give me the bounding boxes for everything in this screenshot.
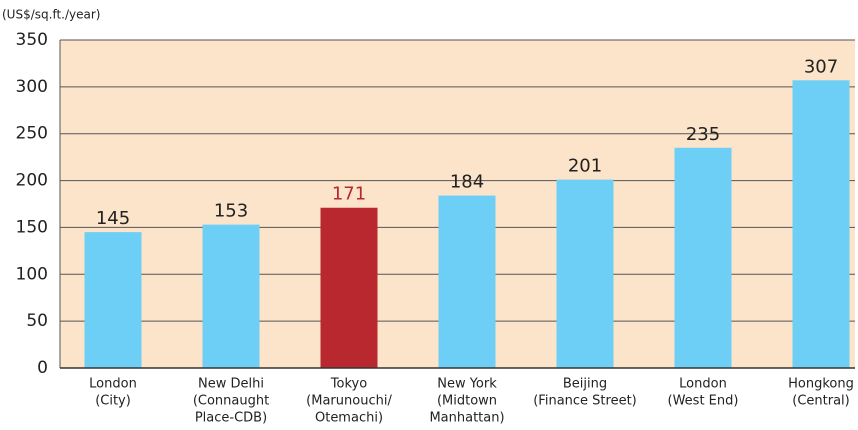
y-tick-label: 200 (16, 171, 48, 191)
x-tick-label: (Marunouchi/ (306, 394, 392, 409)
x-tick-label: New York (437, 377, 497, 392)
y-tick-label: 100 (16, 264, 48, 284)
value-label: 307 (804, 56, 838, 77)
x-tick-label: Otemachi) (315, 411, 383, 426)
x-tick-label: (Finance Street) (533, 394, 637, 409)
x-tick-label: Manhattan) (429, 411, 504, 426)
bar (202, 224, 260, 368)
bar (84, 232, 142, 368)
y-tick-label: 0 (37, 358, 48, 378)
x-tick-label: (West End) (668, 394, 739, 409)
y-tick-label: 300 (16, 77, 48, 97)
y-axis-label: (US$/sq.ft./year) (2, 8, 100, 22)
value-label: 171 (332, 184, 366, 205)
x-tick-label: (Connaught (193, 394, 269, 409)
value-label: 153 (214, 201, 248, 222)
x-tick-label: London (679, 377, 727, 392)
value-label: 201 (568, 156, 602, 177)
x-tick-label: (Midtown (437, 394, 497, 409)
x-tick-label: (Central) (792, 394, 849, 409)
value-label: 145 (96, 208, 130, 229)
value-label: 184 (450, 172, 484, 193)
y-tick-label: 50 (26, 311, 48, 331)
x-tick-label: Beijing (563, 377, 607, 392)
x-tick-label: London (89, 377, 137, 392)
x-tick-label: Tokyo (330, 377, 367, 392)
y-tick-label: 250 (16, 124, 48, 144)
x-tick-label: (City) (95, 394, 131, 409)
bar (438, 195, 496, 368)
x-tick-label: Hongkong (788, 377, 854, 392)
bar (320, 207, 378, 368)
x-tick-label: Place-CDB) (195, 411, 267, 426)
bar (674, 147, 732, 368)
bar (556, 179, 614, 368)
y-tick-label: 150 (16, 217, 48, 237)
value-label: 235 (686, 124, 720, 145)
bar (792, 80, 850, 368)
x-tick-label: New Delhi (198, 377, 264, 392)
y-tick-label: 350 (16, 30, 48, 50)
